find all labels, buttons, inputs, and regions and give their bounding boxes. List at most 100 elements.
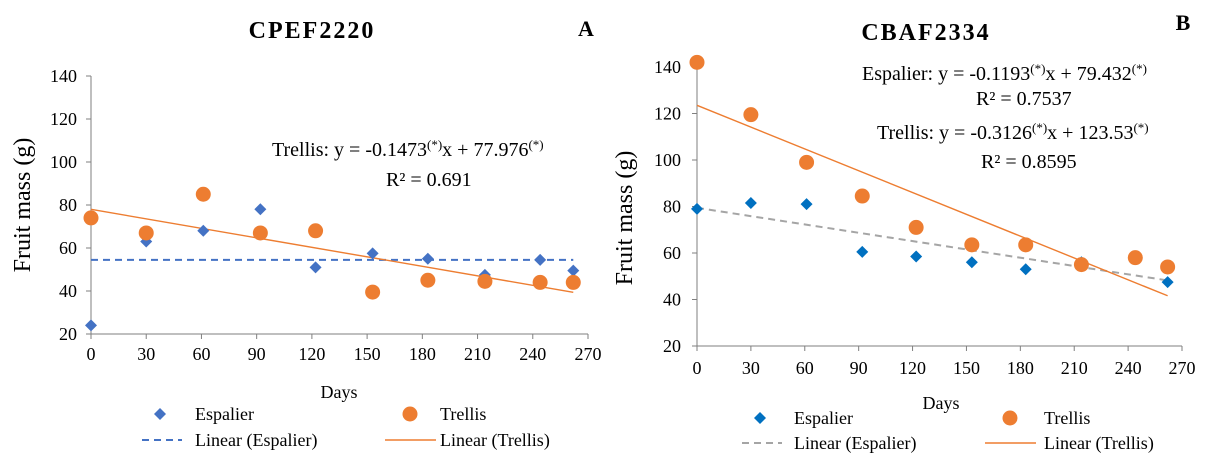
data-point-espalier xyxy=(85,319,97,332)
data-point-trellis xyxy=(83,210,99,226)
x-tick-label: 240 xyxy=(519,344,546,364)
data-point-trellis xyxy=(195,186,211,202)
data-point-trellis xyxy=(1018,237,1034,253)
data-point-trellis xyxy=(420,272,436,288)
x-tick-label: 150 xyxy=(953,358,980,378)
data-point-trellis xyxy=(1160,259,1176,275)
legend-trellis-marker xyxy=(1002,410,1018,426)
x-tick-label: 0 xyxy=(693,358,702,378)
x-tick-label: 90 xyxy=(850,358,868,378)
legend-espalier-label: Espalier xyxy=(195,404,254,424)
x-tick-label: 120 xyxy=(899,358,926,378)
y-tick-label: 20 xyxy=(59,324,77,344)
trendline-linear-trellis xyxy=(696,104,1168,297)
y-tick-label: 120 xyxy=(50,109,77,129)
legend-espalier-marker xyxy=(154,408,166,420)
data-point-trellis xyxy=(908,219,924,235)
x-tick-label: 0 xyxy=(87,344,96,364)
trendline-linear-espalier xyxy=(696,206,1168,282)
significance-marker: (*) xyxy=(1032,120,1047,135)
significance-marker: (*) xyxy=(1133,120,1148,135)
y-tick-label: 40 xyxy=(59,281,77,301)
x-tick-label: 210 xyxy=(464,344,491,364)
x-axis-label: Days xyxy=(923,393,960,413)
x-tick-label: 270 xyxy=(1169,358,1196,378)
legend-trellis-label: Trellis xyxy=(1044,408,1090,428)
y-tick-label: 60 xyxy=(663,243,681,263)
data-point-espalier xyxy=(691,202,703,215)
x-tick-label: 60 xyxy=(192,344,210,364)
significance-marker: (*) xyxy=(427,137,442,152)
y-tick-label: 80 xyxy=(663,197,681,217)
x-tick-label: 120 xyxy=(298,344,325,364)
regression-equation: R² = 0.8595 xyxy=(981,151,1077,173)
equation-text: x + 77.976 xyxy=(442,139,528,161)
equation-text: R² = 0.7537 xyxy=(976,88,1072,110)
data-point-trellis xyxy=(565,274,581,290)
data-point-espalier xyxy=(197,224,210,237)
data-point-trellis xyxy=(743,107,759,123)
significance-marker: (*) xyxy=(1030,61,1045,76)
data-point-espalier xyxy=(309,261,322,274)
legend-trellis-label: Trellis xyxy=(440,404,486,424)
data-point-trellis xyxy=(689,54,705,70)
legend-linear-espalier-label: Linear (Espalier) xyxy=(794,433,916,454)
y-tick-label: 140 xyxy=(654,57,681,77)
y-tick-label: 80 xyxy=(59,195,77,215)
regression-equation: Trellis: y = -0.3126(*)x + 123.53(*) xyxy=(877,120,1149,145)
data-point-espalier xyxy=(910,250,923,263)
legend-trellis-marker xyxy=(402,406,418,422)
equation-text: R² = 0.691 xyxy=(386,169,472,191)
y-tick-label: 40 xyxy=(663,290,681,310)
x-tick-label: 90 xyxy=(248,344,266,364)
y-tick-label: 100 xyxy=(654,150,681,170)
legend-linear-trellis-label: Linear (Trellis) xyxy=(1044,433,1154,454)
y-tick-label: 140 xyxy=(50,66,77,86)
data-point-espalier xyxy=(1161,276,1174,289)
x-tick-label: 30 xyxy=(137,344,155,364)
data-point-espalier xyxy=(421,252,434,265)
significance-marker: (*) xyxy=(528,137,543,152)
data-point-trellis xyxy=(1073,257,1089,273)
data-point-espalier xyxy=(800,198,813,211)
chart-title: CBAF2334 xyxy=(861,20,990,46)
data-point-espalier xyxy=(744,197,757,210)
data-point-trellis xyxy=(964,237,980,253)
equation-text: Trellis: y = -0.1473 xyxy=(272,139,427,161)
x-tick-label: 30 xyxy=(742,358,760,378)
legend-linear-trellis-label: Linear (Trellis) xyxy=(440,430,550,451)
y-tick-label: 20 xyxy=(663,336,681,356)
data-point-trellis xyxy=(308,223,324,239)
regression-equation: Espalier: y = -0.1193(*)x + 79.432(*) xyxy=(862,61,1147,86)
y-tick-label: 100 xyxy=(50,152,77,172)
data-point-espalier xyxy=(254,203,267,216)
data-point-espalier xyxy=(366,247,379,260)
data-point-trellis xyxy=(799,154,815,170)
legend: Espalier Trellis Linear (Espalier) Linear (… xyxy=(142,404,550,451)
x-tick-label: 240 xyxy=(1115,358,1142,378)
data-point-espalier xyxy=(965,256,978,269)
chart-panel-b: CBAF2334 B 20 40 60 80 100 120 140 0 30 60 90 120 150 1… xyxy=(612,10,1196,454)
x-tick-label: 270 xyxy=(575,344,602,364)
equation-text: Trellis: y = -0.3126 xyxy=(877,122,1032,144)
legend-espalier-marker xyxy=(754,412,766,424)
data-point-trellis xyxy=(477,273,493,289)
equation-text: Espalier: y = -0.1193 xyxy=(862,63,1030,85)
regression-equation: R² = 0.7537 xyxy=(976,88,1072,110)
trendline-linear-trellis xyxy=(90,208,574,293)
y-axis-label: Fruit mass (g) xyxy=(612,151,638,286)
data-point-espalier xyxy=(567,264,580,277)
chart-title: CPEF2220 xyxy=(249,18,376,44)
y-axis-label: Fruit mass (g) xyxy=(10,138,36,273)
equation-text: x + 123.53 xyxy=(1047,122,1133,144)
data-point-trellis xyxy=(1127,250,1143,266)
legend-linear-espalier-label: Linear (Espalier) xyxy=(195,430,317,451)
data-point-espalier xyxy=(856,245,869,258)
data-point-trellis xyxy=(365,284,381,300)
data-point-trellis xyxy=(252,225,268,241)
panel-label: B xyxy=(1176,10,1191,35)
x-tick-label: 180 xyxy=(1007,358,1034,378)
data-point-trellis xyxy=(854,188,870,204)
x-tick-label: 180 xyxy=(409,344,436,364)
